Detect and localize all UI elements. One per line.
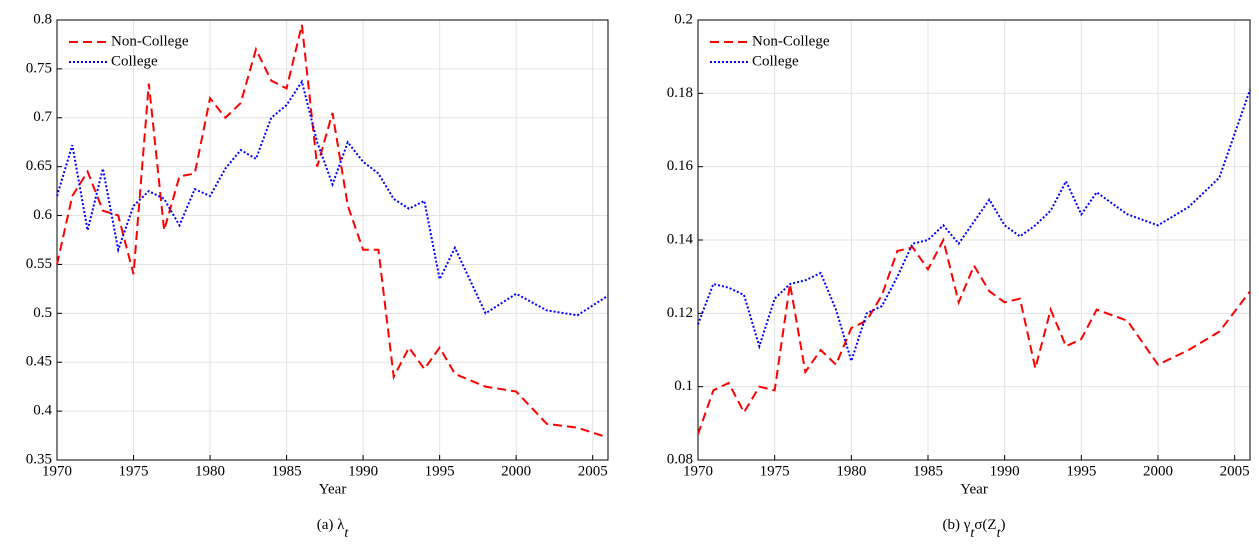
- caption-part: t: [997, 526, 1002, 541]
- y-tick-label: 0.7: [33, 109, 52, 125]
- caption-part: (a) λ: [317, 517, 345, 533]
- series-line: [56, 24, 609, 439]
- x-tick-label: 1970: [42, 463, 72, 479]
- series-line: [697, 237, 1251, 435]
- caption-part: (b) γ: [943, 517, 971, 533]
- x-tick-label: 2005: [578, 463, 608, 479]
- plot-frame: [697, 19, 1251, 461]
- x-tick-label: 1970: [683, 463, 713, 479]
- y-tick-label: 0.4: [33, 403, 52, 419]
- x-axis-label: Year: [319, 481, 347, 497]
- x-tick-label: 1985: [913, 463, 943, 479]
- y-tick-label: 0.55: [26, 256, 52, 272]
- caption-part: σ(Z: [974, 517, 996, 533]
- y-tick-label: 0.16: [667, 158, 694, 174]
- y-tick-label: 0.12: [667, 305, 693, 321]
- x-axis-label: Year: [960, 481, 988, 497]
- y-tick-label: 0.08: [667, 451, 693, 467]
- legend-label: Non-College: [752, 33, 830, 49]
- caption-part: ): [1000, 517, 1005, 533]
- y-tick-label: 0.5: [33, 305, 52, 321]
- y-tick-label: 0.1: [674, 378, 693, 394]
- y-tick-label: 0.65: [26, 158, 52, 174]
- y-tick-label: 0.35: [26, 451, 52, 467]
- caption-part: t: [970, 526, 975, 541]
- y-tick-label: 0.75: [26, 60, 52, 76]
- series-line: [697, 89, 1251, 365]
- legend-label: College: [752, 53, 799, 69]
- x-tick-label: 1995: [425, 463, 455, 479]
- y-tick-label: 0.8: [33, 11, 52, 27]
- y-tick-label: 0.6: [33, 207, 52, 223]
- legend-label: Non-College: [111, 33, 189, 49]
- y-tick-label: 0.18: [667, 85, 693, 101]
- x-tick-label: 1980: [836, 463, 866, 479]
- caption-part: t: [344, 526, 349, 541]
- x-tick-label: 1975: [119, 463, 149, 479]
- x-tick-label: 1985: [272, 463, 302, 479]
- x-tick-label: 1975: [760, 463, 790, 479]
- legend-label: College: [111, 53, 158, 69]
- y-tick-label: 0.14: [667, 231, 694, 247]
- x-tick-label: 1995: [1066, 463, 1096, 479]
- plot-frame: [56, 19, 609, 461]
- y-tick-label: 0.2: [674, 11, 693, 27]
- x-tick-label: 1980: [195, 463, 225, 479]
- x-tick-label: 1990: [348, 463, 378, 479]
- x-tick-label: 2000: [501, 463, 531, 479]
- x-tick-label: 1990: [990, 463, 1020, 479]
- caption: (b) γtσ(Zt): [943, 517, 1006, 540]
- caption: (a) λt: [317, 517, 350, 540]
- y-tick-label: 0.45: [26, 354, 52, 370]
- x-tick-label: 2005: [1220, 463, 1250, 479]
- x-tick-label: 2000: [1143, 463, 1173, 479]
